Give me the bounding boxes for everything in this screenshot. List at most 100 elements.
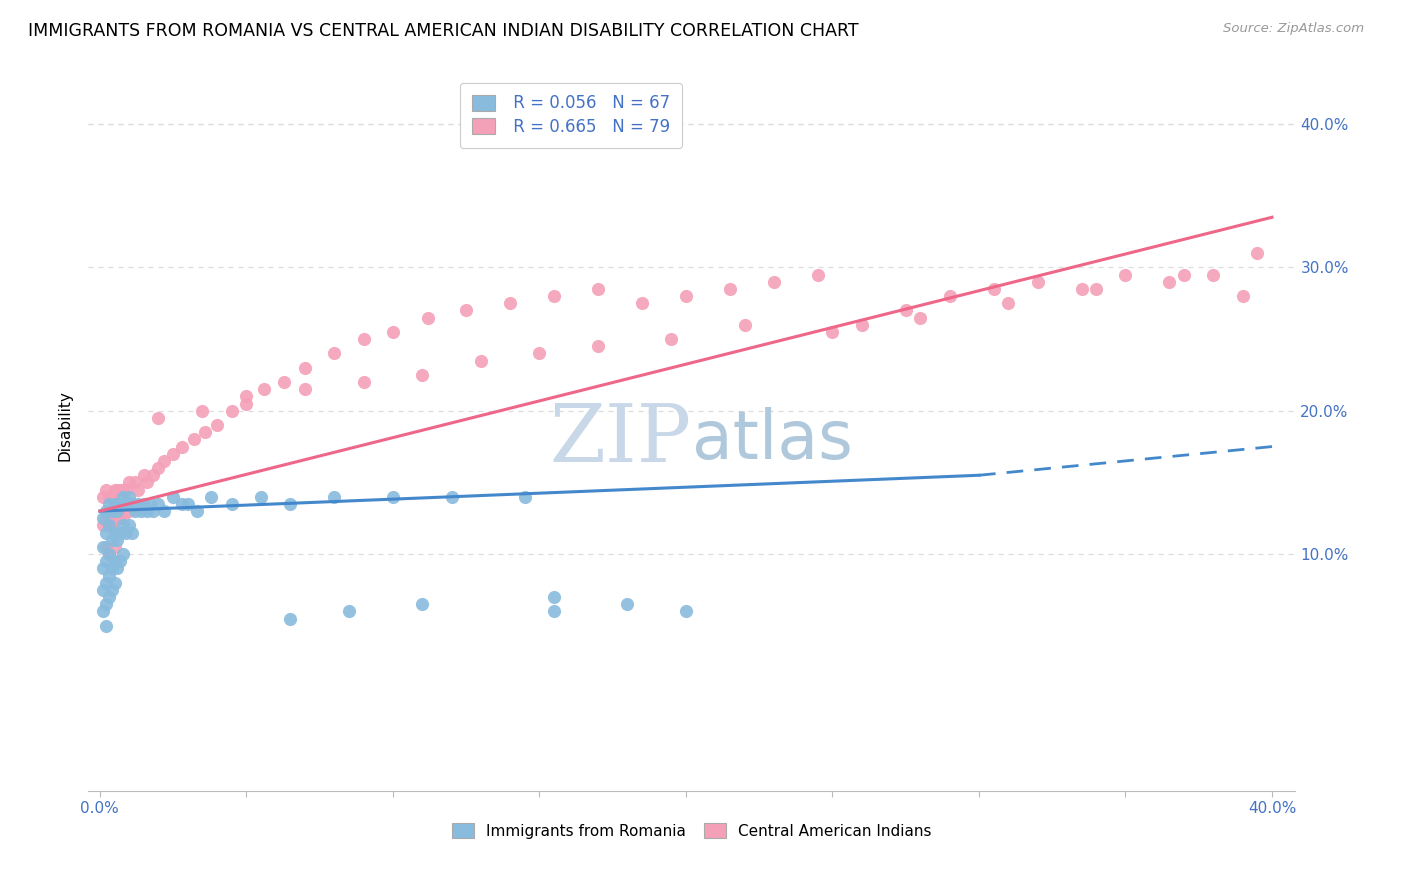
Point <box>938 289 960 303</box>
Point <box>103 483 125 497</box>
Point <box>94 554 117 568</box>
Point <box>253 382 276 396</box>
Point <box>807 268 830 282</box>
Point <box>499 296 522 310</box>
Point <box>94 511 117 525</box>
Point <box>91 490 114 504</box>
Point <box>97 590 120 604</box>
Point <box>100 582 122 597</box>
Point <box>100 533 122 547</box>
Point <box>821 325 844 339</box>
Point <box>631 296 654 310</box>
Point <box>148 411 170 425</box>
Point <box>94 619 117 633</box>
Point <box>586 282 609 296</box>
Point <box>353 375 375 389</box>
Text: ZIP: ZIP <box>550 401 692 479</box>
Point <box>194 425 217 440</box>
Point <box>124 504 146 518</box>
Point <box>1026 275 1049 289</box>
Point <box>94 540 117 554</box>
Point <box>1070 282 1092 296</box>
Point <box>543 604 565 618</box>
Point <box>103 511 125 525</box>
Point <box>543 590 565 604</box>
Point <box>103 525 125 540</box>
Point <box>135 504 157 518</box>
Point <box>456 303 478 318</box>
Point <box>118 490 141 504</box>
Point <box>121 525 143 540</box>
Point <box>250 490 273 504</box>
Point <box>94 575 117 590</box>
Point <box>97 547 120 561</box>
Point <box>118 518 141 533</box>
Point <box>529 346 551 360</box>
Point <box>586 339 609 353</box>
Point <box>235 389 257 403</box>
Point <box>470 353 492 368</box>
Point <box>894 303 917 318</box>
Point <box>411 368 433 382</box>
Point <box>91 511 114 525</box>
Point <box>112 518 135 533</box>
Point <box>416 310 439 325</box>
Legend: Immigrants from Romania, Central American Indians: Immigrants from Romania, Central America… <box>446 817 938 845</box>
Point <box>107 504 129 518</box>
Point <box>294 382 316 396</box>
Point <box>94 504 117 518</box>
Point <box>110 497 132 511</box>
Point <box>294 360 316 375</box>
Point <box>513 490 536 504</box>
Point <box>1232 289 1254 303</box>
Point <box>1085 282 1108 296</box>
Point <box>718 282 741 296</box>
Point <box>112 511 135 525</box>
Text: Source: ZipAtlas.com: Source: ZipAtlas.com <box>1223 22 1364 36</box>
Point <box>132 468 155 483</box>
Y-axis label: Disability: Disability <box>58 390 72 460</box>
Point <box>983 282 1005 296</box>
Point <box>91 604 114 618</box>
Point <box>616 597 638 611</box>
Point <box>110 511 132 525</box>
Point <box>381 325 404 339</box>
Point <box>148 461 170 475</box>
Point <box>138 497 160 511</box>
Point <box>221 403 243 417</box>
Point <box>112 490 135 504</box>
Point <box>129 504 152 518</box>
Point <box>107 511 129 525</box>
Point <box>1202 268 1225 282</box>
Point <box>851 318 873 332</box>
Text: atlas: atlas <box>692 407 852 473</box>
Point <box>440 490 463 504</box>
Point <box>353 332 375 346</box>
Point <box>97 497 120 511</box>
Point <box>107 533 129 547</box>
Point <box>280 497 302 511</box>
Point <box>110 483 132 497</box>
Point <box>103 554 125 568</box>
Point <box>142 468 165 483</box>
Point <box>543 289 565 303</box>
Point <box>337 604 360 618</box>
Point <box>91 540 114 554</box>
Point <box>132 497 155 511</box>
Point <box>100 561 122 575</box>
Point <box>162 490 184 504</box>
Point <box>205 418 228 433</box>
Point <box>94 483 117 497</box>
Text: IMMIGRANTS FROM ROMANIA VS CENTRAL AMERICAN INDIAN DISABILITY CORRELATION CHART: IMMIGRANTS FROM ROMANIA VS CENTRAL AMERI… <box>28 22 859 40</box>
Point <box>107 483 129 497</box>
Point <box>183 433 205 447</box>
Point <box>177 497 200 511</box>
Point <box>411 597 433 611</box>
Point <box>103 575 125 590</box>
Point <box>97 568 120 582</box>
Point <box>1173 268 1195 282</box>
Point <box>191 403 214 417</box>
Point <box>107 561 129 575</box>
Point <box>200 490 222 504</box>
Point <box>675 604 697 618</box>
